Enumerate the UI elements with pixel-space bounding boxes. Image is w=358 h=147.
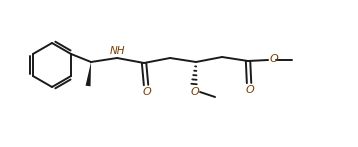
Text: O: O <box>143 87 151 97</box>
Text: NH: NH <box>110 46 125 56</box>
Polygon shape <box>86 62 91 86</box>
Text: O: O <box>246 85 255 95</box>
Text: O: O <box>269 54 278 64</box>
Text: O: O <box>191 87 199 97</box>
